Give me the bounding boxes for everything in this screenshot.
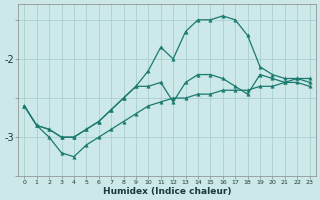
X-axis label: Humidex (Indice chaleur): Humidex (Indice chaleur) xyxy=(103,187,231,196)
